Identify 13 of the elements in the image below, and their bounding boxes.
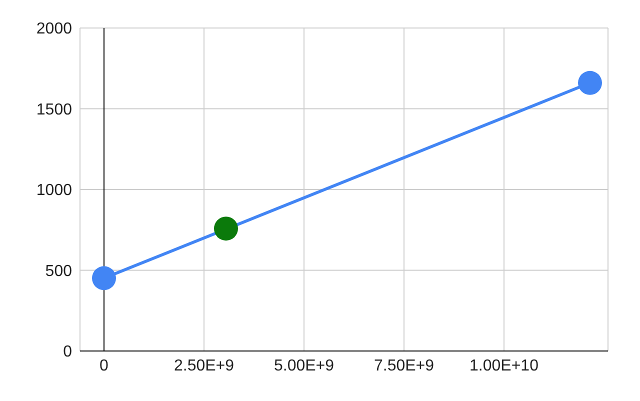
x-tick-label: 2.50E+9 [174,357,234,374]
y-tick-label: 1000 [36,182,72,200]
y-tick-label: 0 [63,344,72,361]
point [578,70,602,95]
y-tick-label: 2000 [36,20,72,38]
point [214,216,238,241]
x-tick-label: 7.50E+9 [374,357,434,374]
y-tick-label: 500 [45,262,72,280]
x-tick-label: 5.00E+9 [274,357,334,374]
x-tick-label: 1.00E+10 [470,357,539,374]
y-tick-label: 1500 [36,101,72,118]
x-tick-label: 0 [100,357,109,374]
point [92,266,116,290]
